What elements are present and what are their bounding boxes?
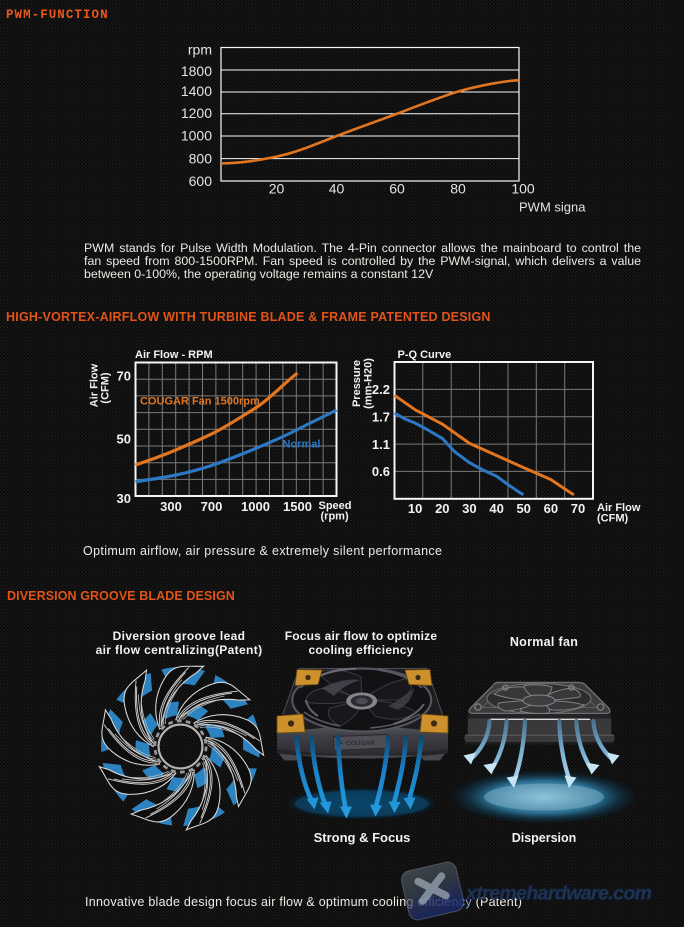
- svg-text:xtremehardware.com: xtremehardware.com: [465, 883, 652, 905]
- svg-text:40: 40: [329, 181, 345, 197]
- svg-text:20: 20: [435, 501, 449, 516]
- svg-text:100: 100: [511, 181, 535, 197]
- svg-text:700: 700: [201, 499, 223, 514]
- svg-text:Pressure: Pressure: [351, 360, 363, 407]
- svg-text:10: 10: [408, 501, 422, 516]
- svg-text:(CFM): (CFM): [100, 372, 112, 403]
- svg-text:40: 40: [489, 501, 503, 516]
- svg-text:COUGAR Fan 1500rpm: COUGAR Fan 1500rpm: [140, 396, 260, 408]
- svg-text:60: 60: [544, 501, 558, 516]
- svg-text:50: 50: [117, 432, 131, 447]
- svg-text:1000: 1000: [181, 128, 212, 144]
- svg-text:Air Flow - RPM: Air Flow - RPM: [135, 349, 213, 361]
- svg-text:1.7: 1.7: [372, 409, 390, 424]
- svg-text:2.2: 2.2: [372, 382, 390, 397]
- svg-text:xtremehardware.com: xtremehardware.com: [465, 883, 652, 905]
- svg-text:600: 600: [189, 173, 213, 189]
- svg-text:1800: 1800: [181, 63, 212, 79]
- svg-text:20: 20: [269, 181, 285, 197]
- svg-text:60: 60: [389, 181, 405, 197]
- svg-text:P-Q Curve: P-Q Curve: [398, 349, 452, 361]
- svg-text:30: 30: [117, 491, 131, 506]
- svg-text:30: 30: [462, 501, 476, 516]
- svg-text:1500: 1500: [283, 499, 312, 514]
- svg-text:Air Flow: Air Flow: [597, 502, 641, 514]
- svg-text:COUGAR: COUGAR: [346, 740, 375, 748]
- svg-text:1000: 1000: [241, 499, 270, 514]
- svg-text:1.1: 1.1: [372, 437, 390, 452]
- svg-text:(CFM): (CFM): [597, 513, 628, 525]
- svg-text:Air Flow: Air Flow: [89, 363, 101, 407]
- svg-text:rpm: rpm: [188, 42, 212, 58]
- svg-text:1400: 1400: [181, 83, 212, 99]
- svg-text:80: 80: [450, 181, 466, 197]
- svg-text:50: 50: [516, 501, 530, 516]
- svg-text:800: 800: [189, 151, 213, 167]
- svg-text:Speed: Speed: [319, 500, 352, 512]
- svg-text:PWM signa: PWM signa: [519, 200, 586, 215]
- svg-text:(mm-H20): (mm-H20): [363, 358, 375, 409]
- svg-text:Normal: Normal: [283, 439, 321, 451]
- svg-text:1200: 1200: [181, 105, 212, 121]
- svg-text:0.6: 0.6: [372, 464, 390, 479]
- svg-text:300: 300: [160, 499, 182, 514]
- svg-text:(rpm): (rpm): [321, 511, 349, 523]
- svg-text:70: 70: [571, 501, 585, 516]
- svg-text:70: 70: [117, 369, 131, 384]
